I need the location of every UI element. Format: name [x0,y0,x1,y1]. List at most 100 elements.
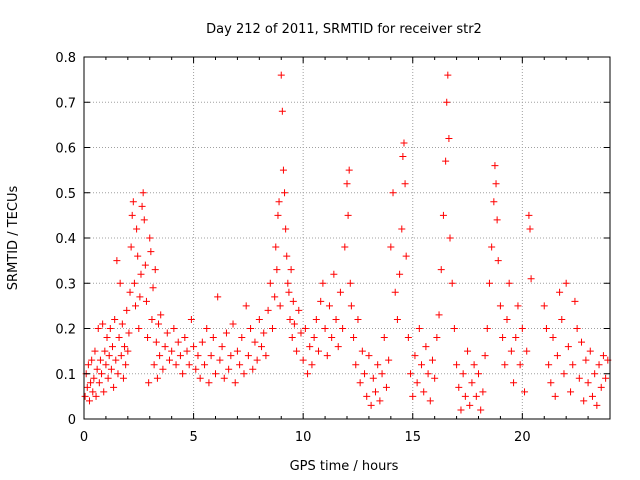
data-point [161,343,169,351]
data-point [126,288,134,296]
data-point [136,293,144,301]
data-point [485,279,493,287]
data-point [227,352,235,360]
x-tick-label: 15 [404,430,421,445]
x-axis-label: GPS time / hours [290,459,399,474]
data-point [409,392,417,400]
data-point [152,338,160,346]
data-point [138,202,146,210]
data-point [103,334,111,342]
data-point [133,225,141,233]
data-point [526,225,534,233]
data-point [505,279,513,287]
data-point [301,325,309,332]
data-point [192,365,200,373]
data-point [114,370,122,378]
data-point [159,365,167,373]
data-point [431,374,439,382]
data-point [258,343,266,351]
data-point [488,243,496,251]
data-point [444,71,452,79]
data-point [91,347,99,355]
data-point [490,198,498,206]
data-point [117,352,125,360]
data-point [249,365,257,373]
data-point [468,379,476,387]
data-point [448,279,456,287]
data-point [83,383,91,391]
data-point [501,361,509,369]
data-point [139,189,147,197]
data-point [472,392,480,400]
y-tick-label: 0 [68,413,76,428]
data-point [496,302,504,310]
data-point [222,329,230,337]
data-point [514,302,522,310]
data-point [402,252,410,260]
data-point [242,302,250,310]
data-point [344,211,352,219]
data-point [481,352,489,360]
data-point [148,315,156,323]
data-point [315,347,323,355]
data-point [145,379,153,387]
data-point [341,243,349,251]
data-point [290,320,298,328]
data-point [289,297,297,305]
data-point [281,189,289,197]
data-point [571,297,579,305]
data-point [129,198,137,206]
data-point [106,325,114,332]
data-point [85,397,93,405]
data-point [84,361,92,369]
data-point [503,315,511,323]
data-point [464,347,472,355]
data-point [153,374,161,382]
data-point [288,334,296,342]
data-point [336,288,344,296]
data-point [459,370,467,378]
data-point [214,293,222,301]
data-point [321,325,329,332]
data-point [354,315,362,323]
data-point [286,315,294,323]
data-point [100,388,108,396]
y-tick-label: 0.5 [55,187,76,202]
data-point [134,252,142,260]
data-point [591,370,599,378]
data-point [81,392,89,400]
data-point [507,347,515,355]
data-point [385,356,393,364]
y-tick-label: 0.1 [55,368,76,383]
data-point [229,320,237,328]
data-point [92,392,100,400]
y-axis-label: SRMTID / TECUs [6,186,21,291]
data-point [220,374,228,382]
data-point [391,288,399,296]
data-point [123,306,131,314]
data-point [102,361,110,369]
x-tick-label: 5 [189,430,197,445]
y-tick-label: 0.7 [55,96,76,111]
data-point [580,397,588,405]
data-point [144,334,152,342]
data-point [569,361,577,369]
data-point [424,370,432,378]
data-point [266,279,274,287]
data-point [521,388,529,396]
data-point [387,243,395,251]
data-point [255,315,263,323]
data-point [330,270,338,278]
y-tick-label: 0.8 [55,51,76,66]
data-point [218,343,226,351]
data-point [599,352,607,360]
data-point [437,266,445,274]
data-point [264,306,272,314]
data-point [183,347,191,355]
data-point [525,211,533,219]
data-point [295,306,303,314]
data-point [196,374,204,382]
data-point [516,361,524,369]
y-tick-label: 0.3 [55,277,76,292]
data-point [146,234,154,242]
